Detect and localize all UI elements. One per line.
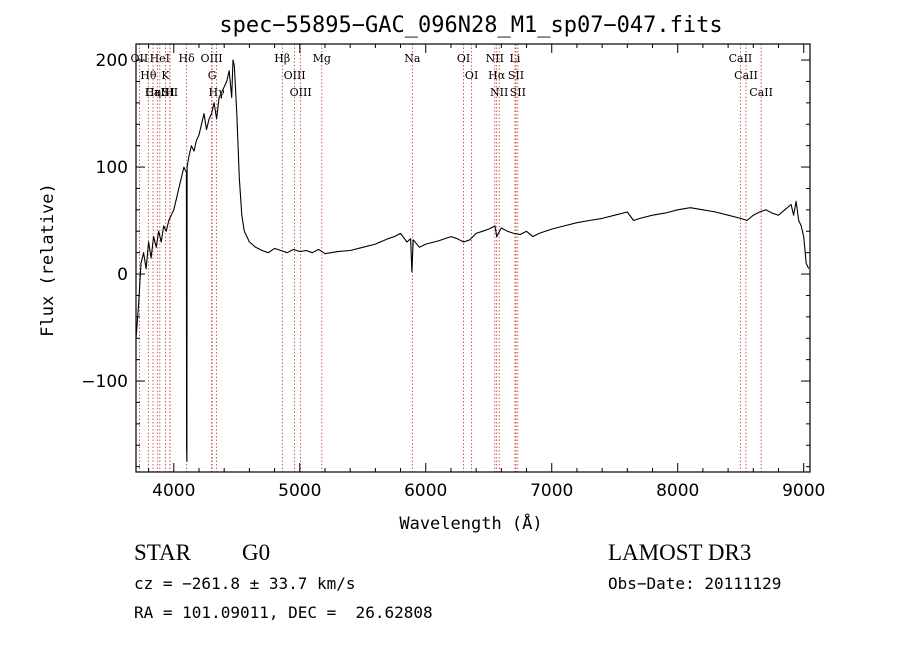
y-tick-label: 0 [117, 265, 128, 285]
line-label: OIII [284, 69, 306, 82]
survey-label: LAMOST DR3 [608, 540, 752, 565]
line-label: Hβ [274, 52, 290, 65]
observation-date: Obs−Date: 20111129 [608, 574, 782, 593]
line-label: G [208, 69, 217, 82]
y-tick-label: 100 [96, 158, 128, 178]
plot-frame [135, 43, 811, 473]
line-label: Hγ [209, 86, 226, 99]
line-label: Hη [145, 86, 161, 99]
spectrum-series [135, 59, 810, 462]
x-tick-label: 7000 [530, 481, 573, 501]
line-label: OI [457, 52, 470, 65]
line-label: OIII [201, 52, 223, 65]
line-label: NII [490, 86, 508, 99]
line-label: Na [404, 52, 421, 65]
axis-tick-labels: 4000 5000 6000 7000 8000 9000 −100 0 100 200 [81, 51, 825, 501]
redshift-value: cz = −261.8 ± 33.7 km/s [134, 574, 356, 593]
chart-title: spec−55895−GAC_096N28_M1_sp07−047.fits [219, 13, 722, 38]
line-label: Hα [488, 69, 506, 82]
line-label: SII [508, 69, 524, 82]
line-label: SII [162, 86, 178, 99]
line-label: OIII [290, 86, 312, 99]
y-axis-label: Flux (relative) [38, 183, 58, 337]
line-label: SII [510, 86, 526, 99]
emission-line-markers [139, 44, 762, 472]
x-tick-label: 6000 [404, 481, 447, 501]
axis-ticks [136, 44, 810, 472]
line-label: CaII [734, 69, 758, 82]
line-label: CaII [729, 52, 753, 65]
line-label: OII [131, 52, 149, 65]
line-label: Mg [313, 52, 331, 65]
x-tick-label: 9000 [782, 481, 825, 501]
line-label: Hδ [179, 52, 196, 65]
line-label: OI [465, 69, 478, 82]
x-tick-label: 4000 [152, 481, 195, 501]
line-label: NII [486, 52, 504, 65]
line-label: K [161, 69, 170, 82]
y-tick-label: 200 [96, 51, 128, 71]
line-label: Hθ [140, 69, 157, 82]
x-axis-label: Wavelength (Å) [399, 512, 542, 534]
spectrum-line [135, 59, 810, 462]
x-tick-label: 8000 [656, 481, 699, 501]
y-tick-label: −100 [81, 372, 128, 392]
line-label: H [165, 86, 175, 99]
line-label: CaII [749, 86, 773, 99]
line-label: HeI [150, 52, 170, 65]
object-class: STAR [134, 540, 191, 565]
sky-coordinates: RA = 101.09011, DEC = 26.62808 [134, 603, 433, 622]
x-tick-label: 5000 [278, 481, 321, 501]
line-label: Li [510, 52, 521, 65]
object-subclass: G0 [242, 540, 271, 565]
line-label: CaII [145, 86, 169, 99]
